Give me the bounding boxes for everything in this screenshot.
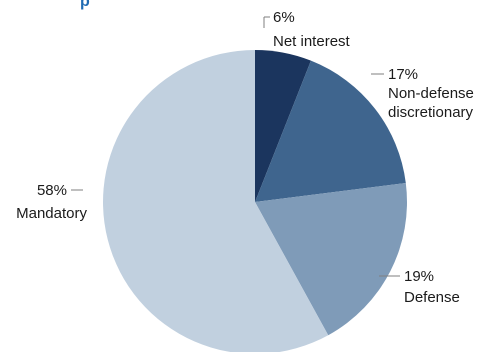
name-label-net-interest: Net interest xyxy=(273,33,351,50)
pie-slices xyxy=(103,50,407,355)
pie-slice-net-interest xyxy=(255,50,311,202)
value-label-mandatory: 58% xyxy=(37,182,67,199)
value-label-net-interest: 6% xyxy=(273,9,295,26)
value-label-defense: 19% xyxy=(404,268,434,285)
leader-lines xyxy=(71,16,400,277)
name-label-defense: Defense xyxy=(404,289,460,306)
name-label-non-defense-discretionary-line-2: discretionary xyxy=(388,104,474,121)
pie-slice-non-defense-discretionary xyxy=(255,60,406,202)
name-label-mandatory: Mandatory xyxy=(16,205,87,222)
pie-slice-mandatory xyxy=(103,50,329,355)
value-label-non-defense-discretionary: 17% xyxy=(388,66,418,83)
pie-slice-defense xyxy=(255,182,407,336)
chart-title: p xyxy=(80,0,90,10)
name-label-non-defense-discretionary-line-1: Non-defense xyxy=(388,85,474,102)
slice-labels: 6% Net interest 17% Non-defense discretionar… xyxy=(16,9,474,306)
